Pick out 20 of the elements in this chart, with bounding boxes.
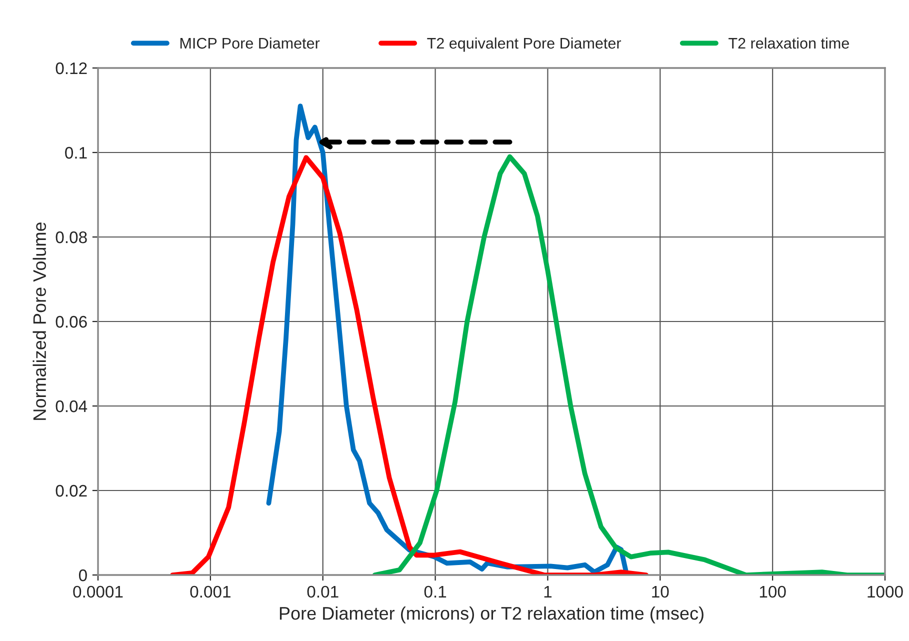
y-tick-label: 0.1 — [65, 146, 87, 159]
x-tick-label: 0.001 — [190, 586, 230, 598]
legend-label: MICP Pore Diameter — [180, 37, 320, 49]
legend-label: T2 equivalent Pore Diameter — [427, 37, 622, 52]
x-tick-label: 0.0001 — [73, 586, 123, 598]
x-tick-label: 0.1 — [424, 586, 446, 598]
legend-label: T2 relaxation time — [728, 37, 849, 49]
y-tick-label: 0.06 — [56, 316, 87, 328]
x-tick-label: 1000 — [868, 586, 903, 598]
x-tick-label: 1 — [544, 586, 552, 598]
y-tick-label: 0.12 — [56, 62, 87, 74]
x-tick-label: 0.01 — [307, 586, 338, 598]
y-axis-title: Normalized Pore Volume — [32, 222, 46, 420]
y-tick-label: 0.08 — [56, 231, 87, 244]
y-tick-label: 0.04 — [56, 400, 88, 412]
y-tick-label: 0 — [78, 569, 87, 582]
y-tick-label: 0.02 — [56, 484, 87, 497]
x-tick-label: 10 — [652, 586, 669, 598]
x-axis-title: Pore Diameter (microns) or T2 relaxation time (msec) — [280, 606, 704, 624]
x-tick-label: 100 — [760, 586, 786, 598]
